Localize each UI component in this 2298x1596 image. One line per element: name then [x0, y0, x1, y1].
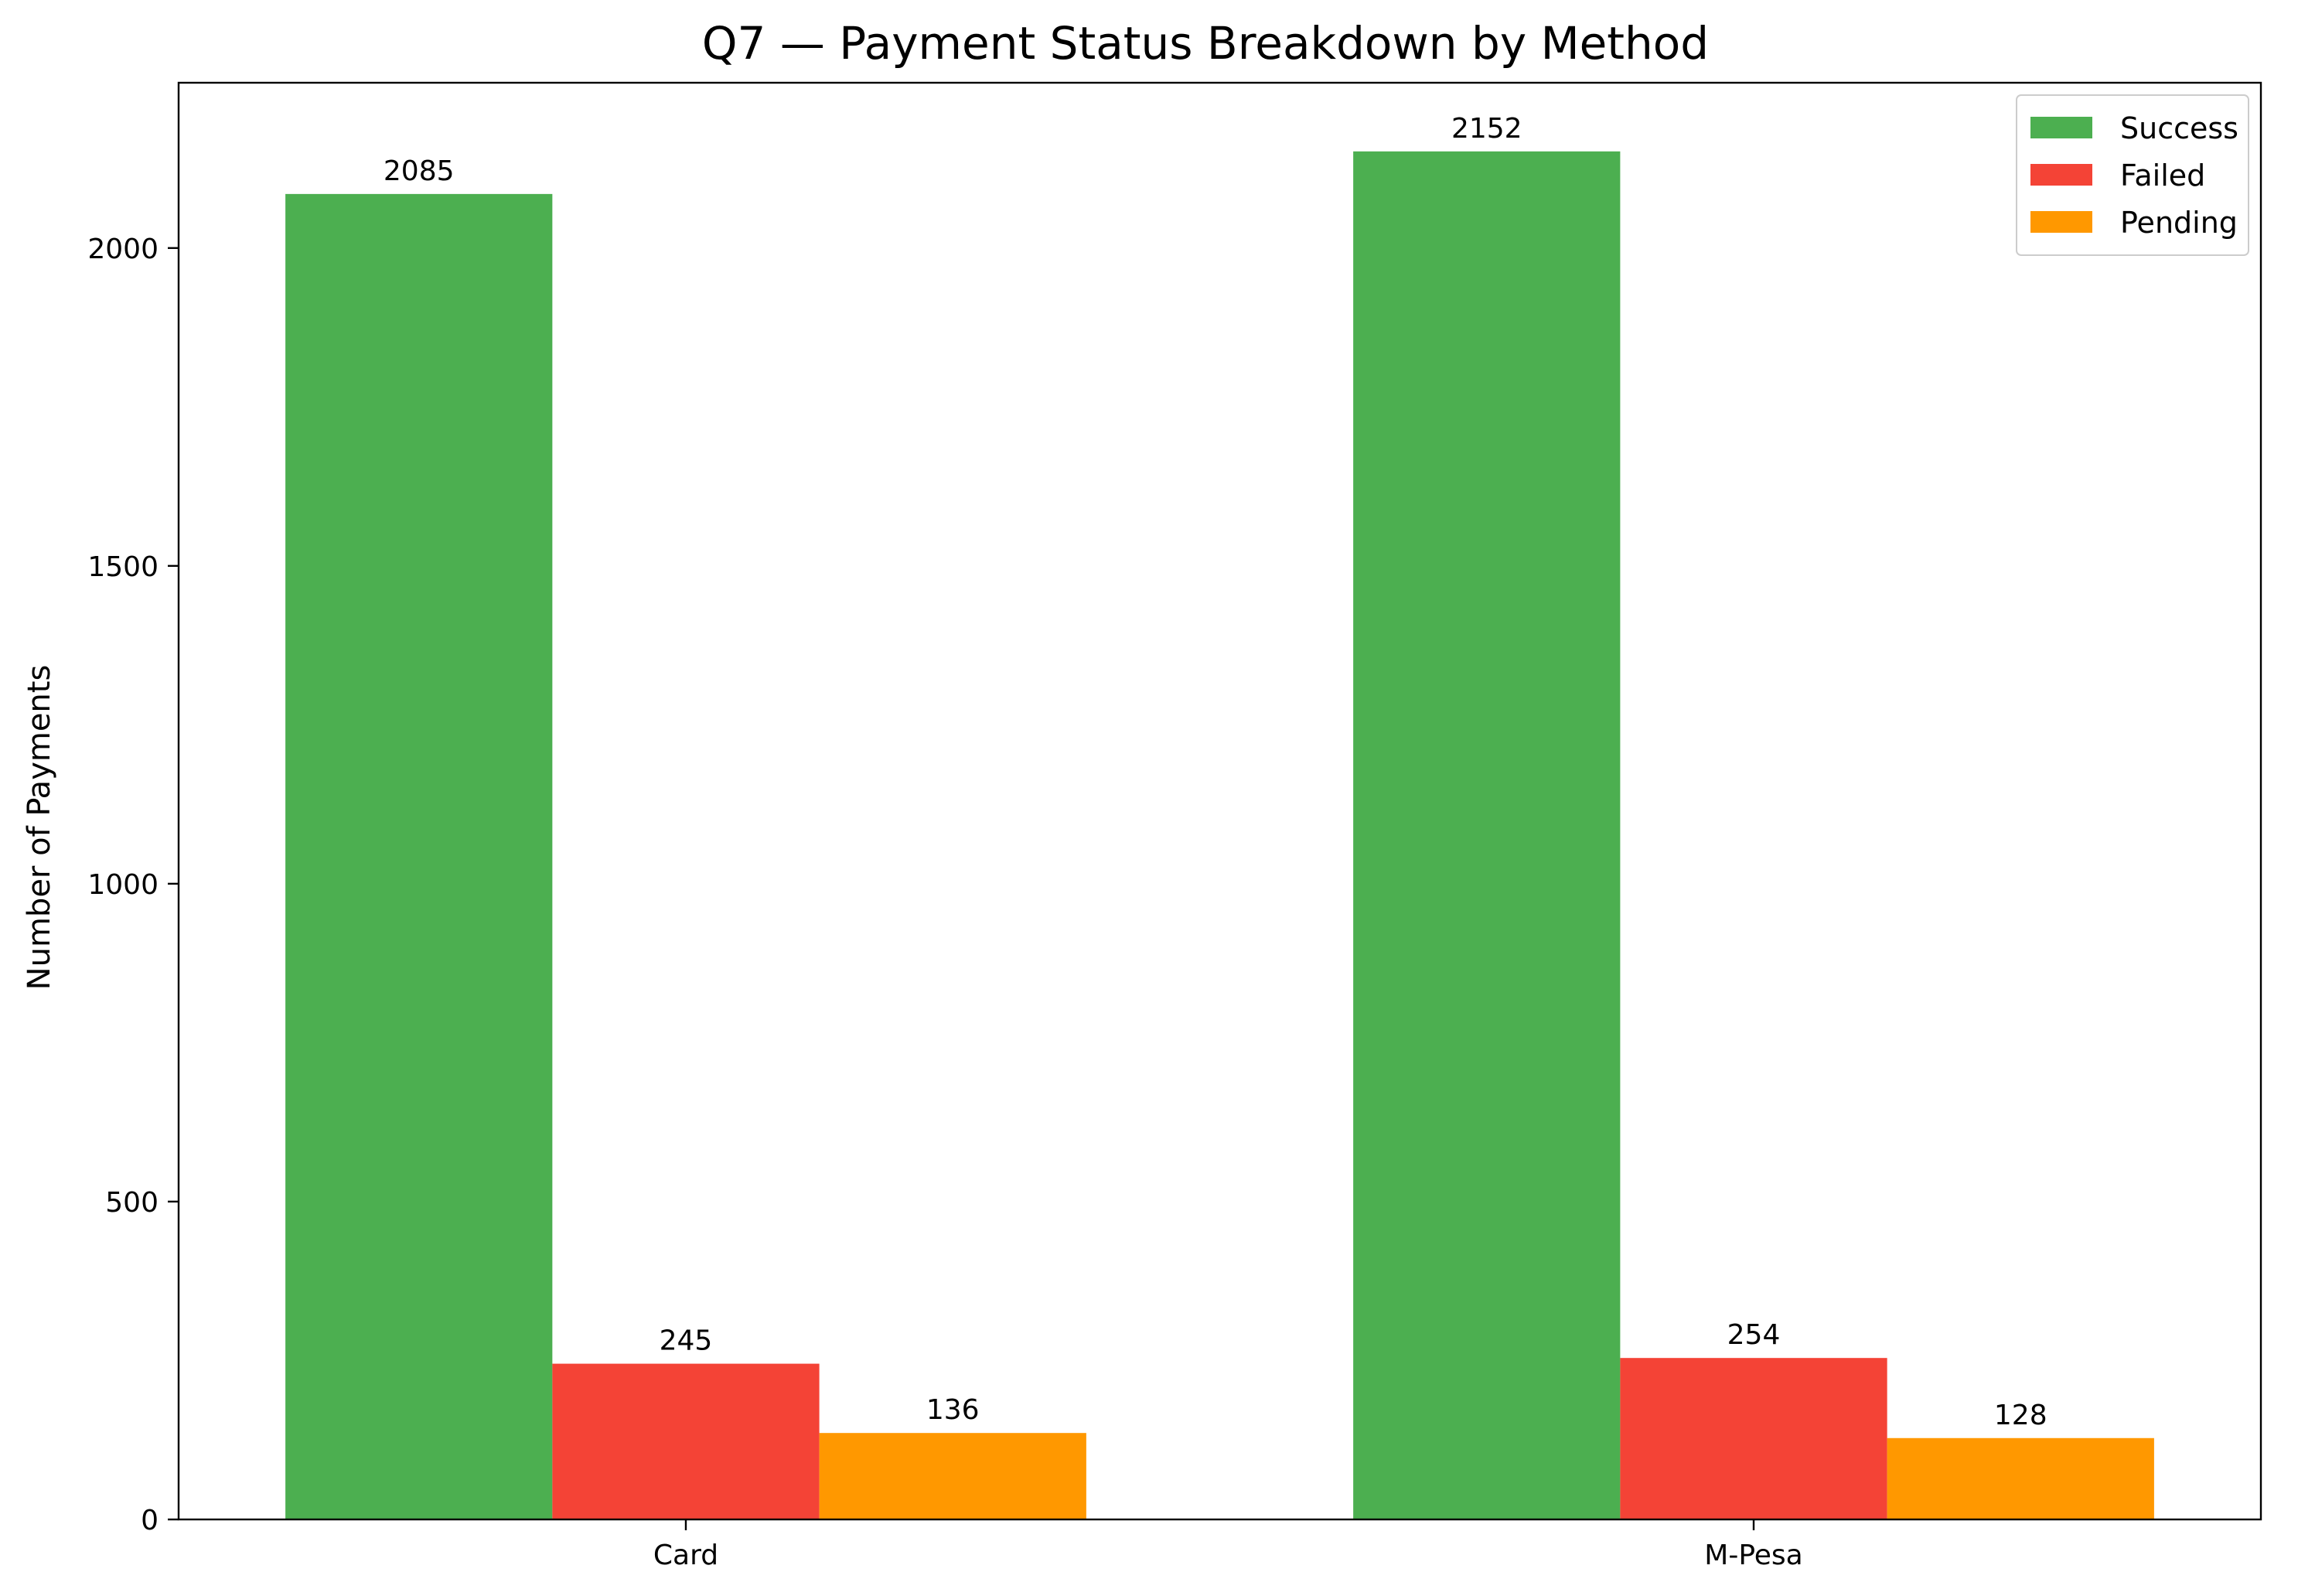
y-tick-label: 1500 [87, 551, 159, 583]
bar-success-m-pesa [1353, 151, 1621, 1519]
bar-pending-card [819, 1433, 1086, 1519]
bar-labels: 2085 2152 245 254 136 128 [384, 113, 2047, 1431]
bar-success-card [285, 193, 553, 1519]
y-tick-label: 0 [141, 1505, 159, 1536]
legend-swatch-success [2030, 117, 2092, 138]
bar-value-label: 136 [926, 1394, 980, 1426]
legend-swatch-pending [2030, 211, 2092, 233]
bar-value-label: 254 [1727, 1319, 1781, 1351]
chart-title: Q7 — Payment Status Breakdown by Method [702, 17, 1709, 70]
bar-value-label: 128 [1994, 1400, 2047, 1431]
bar-value-label: 245 [660, 1325, 713, 1357]
legend-label-pending: Pending [2120, 206, 2238, 240]
y-axis-label: Number of Payments [22, 665, 57, 991]
legend-label-failed: Failed [2120, 159, 2205, 193]
legend: Success Failed Pending [2016, 94, 2249, 256]
plot-frame [177, 81, 2262, 1521]
x-tick-label: Card [653, 1540, 718, 1571]
x-tick-label: M-Pesa [1704, 1540, 1802, 1571]
legend-label-success: Success [2120, 111, 2238, 145]
legend-swatch-failed [2030, 164, 2092, 186]
y-axis: 0 500 1000 1500 2000 [87, 234, 179, 1536]
bar-failed-card [552, 1363, 820, 1519]
y-tick-label: 2000 [87, 234, 159, 265]
bar-failed-m-pesa [1620, 1358, 1887, 1519]
y-tick-label: 500 [105, 1187, 159, 1219]
x-axis: Card M-Pesa [653, 1519, 1803, 1571]
y-tick-label: 1000 [87, 869, 159, 901]
bar-value-label: 2085 [384, 155, 455, 187]
bar-pending-m-pesa [1887, 1437, 2154, 1519]
bar-value-label: 2152 [1451, 113, 1522, 145]
bars [285, 151, 2154, 1519]
